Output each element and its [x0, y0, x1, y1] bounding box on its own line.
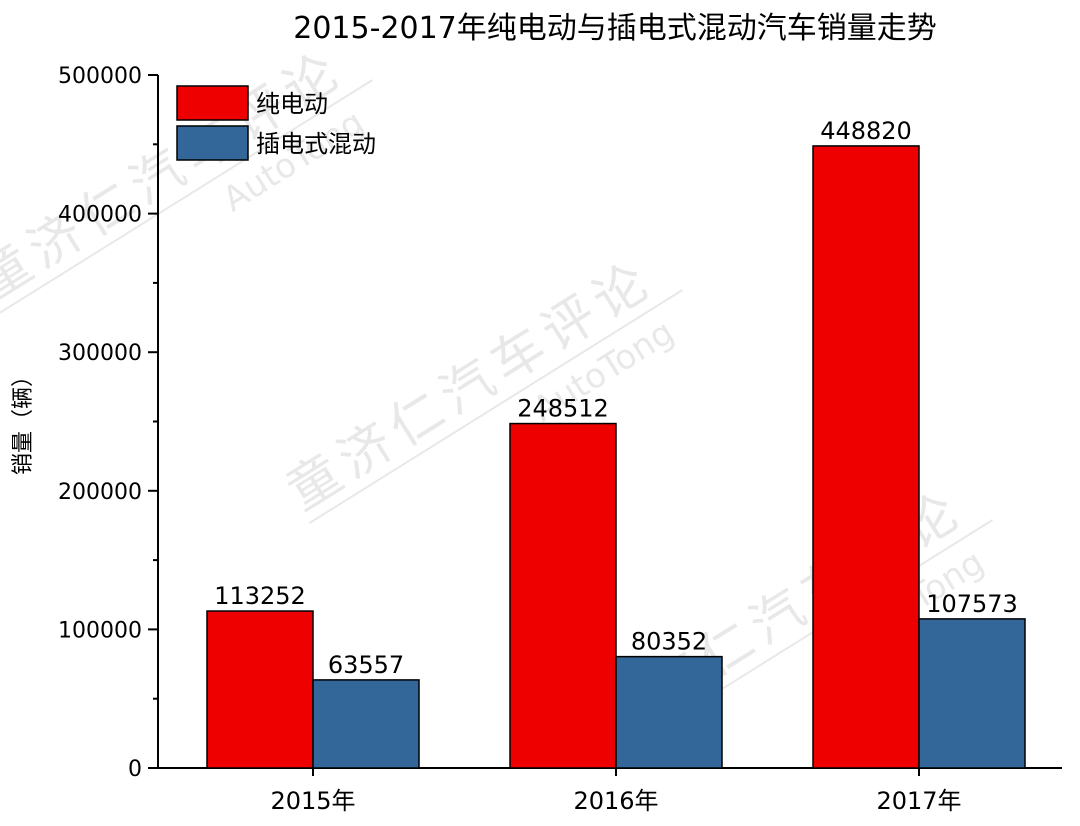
bar: [509, 422, 617, 769]
data-label: 113252: [214, 582, 306, 610]
y-tick-label: 0: [128, 757, 142, 782]
data-label: 80352: [631, 628, 707, 656]
y-tick-label: 500000: [58, 64, 142, 89]
legend-swatch: [176, 125, 249, 161]
x-tick-label: 2016年: [573, 787, 658, 815]
bar: [206, 610, 314, 769]
data-label: 248512: [517, 395, 609, 423]
legend-swatch: [176, 85, 249, 121]
legend-label: 插电式混动: [256, 130, 376, 158]
data-label: 107573: [926, 590, 1018, 618]
y-axis-label: 销量（辆）: [11, 365, 36, 475]
y-tick-label: 200000: [58, 480, 142, 505]
legend-label: 纯电动: [256, 90, 328, 118]
bar: [312, 679, 420, 769]
data-label: 63557: [328, 651, 404, 679]
x-tick-label: 2017年: [876, 787, 961, 815]
bar: [918, 618, 1026, 769]
bar: [615, 655, 723, 769]
bars: 113252 63557 248512 80352 448820 107573: [206, 117, 1026, 769]
watermark-rule: [308, 289, 683, 525]
bar: [812, 145, 920, 769]
y-tick-label: 400000: [58, 203, 142, 228]
chart-title: 2015-2017年纯电动与插电式混动汽车销量走势: [293, 11, 937, 46]
data-label: 448820: [820, 117, 912, 145]
y-tick-label: 300000: [58, 341, 142, 366]
watermark-rule: [0, 79, 373, 315]
y-tick-label: 100000: [58, 618, 142, 643]
x-tick-label: 2015年: [270, 787, 355, 815]
